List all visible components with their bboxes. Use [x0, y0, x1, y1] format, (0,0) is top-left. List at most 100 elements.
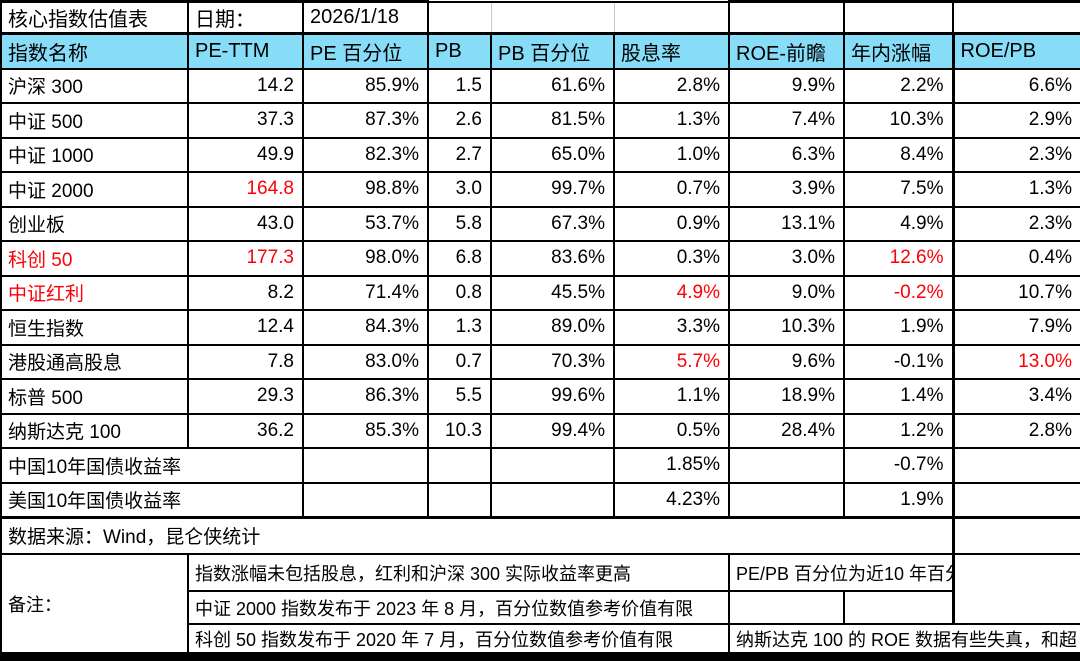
value-cell[interactable]: 0.5%	[613, 412, 730, 449]
value-cell[interactable]: 43.0	[187, 205, 304, 242]
col-header-roe-pb[interactable]: ROE/PB	[951, 32, 1080, 70]
value-cell[interactable]: 18.9%	[728, 378, 845, 415]
value-cell[interactable]: 28.4%	[728, 412, 845, 449]
value-cell[interactable]: 10.3%	[843, 102, 954, 139]
value-cell[interactable]: 3.0%	[728, 240, 845, 277]
empty-cell[interactable]	[728, 0, 845, 35]
value-cell[interactable]: 36.2	[187, 412, 304, 449]
value-cell[interactable]: 1.9%	[843, 309, 954, 346]
index-name-cell[interactable]: 沪深 300	[0, 67, 189, 104]
value-cell[interactable]: 1.3	[427, 309, 492, 346]
index-name-cell[interactable]: 中证 1000	[0, 136, 189, 173]
value-cell[interactable]: 4.9%	[843, 205, 954, 242]
value-cell[interactable]: 7.9%	[951, 309, 1080, 346]
value-cell[interactable]: 81.5%	[490, 102, 615, 139]
value-cell[interactable]: -0.1%	[843, 343, 954, 380]
value-cell[interactable]: 1.3%	[951, 171, 1080, 208]
notes-label-cell[interactable]: 备注：	[0, 553, 189, 654]
value-cell[interactable]: 99.4%	[490, 412, 615, 449]
value-cell[interactable]: 29.3	[187, 378, 304, 415]
value-cell[interactable]: 7.4%	[728, 102, 845, 139]
note-cell[interactable]: 中证 2000 指数发布于 2023 年 8 月，百分位数值参考价值有限	[187, 590, 730, 625]
value-cell[interactable]	[951, 447, 1080, 484]
value-cell[interactable]: 49.9	[187, 136, 304, 173]
value-cell[interactable]: 10.7%	[951, 274, 1080, 311]
value-cell[interactable]: 2.6	[427, 102, 492, 139]
empty-cell[interactable]	[843, 590, 954, 625]
value-cell[interactable]: 86.3%	[302, 378, 429, 415]
value-cell[interactable]: 4.9%	[613, 274, 730, 311]
value-cell[interactable]: 0.3%	[613, 240, 730, 277]
value-cell[interactable]: 7.5%	[843, 171, 954, 208]
value-cell[interactable]: 87.3%	[302, 102, 429, 139]
value-cell[interactable]: 9.6%	[728, 343, 845, 380]
value-cell[interactable]: 1.4%	[843, 378, 954, 415]
value-cell[interactable]: 2.7	[427, 136, 492, 173]
value-cell[interactable]: 2.8%	[951, 412, 1080, 449]
index-name-cell[interactable]: 标普 500	[0, 378, 189, 415]
empty-cell[interactable]	[843, 0, 954, 35]
value-cell[interactable]	[951, 481, 1080, 518]
empty-cell[interactable]	[728, 590, 845, 625]
value-cell[interactable]: 4.23%	[613, 481, 730, 518]
value-cell[interactable]: 5.7%	[613, 343, 730, 380]
value-cell[interactable]: 83.6%	[490, 240, 615, 277]
empty-cell[interactable]	[951, 553, 1080, 625]
empty-cell[interactable]	[952, 0, 1080, 35]
value-cell[interactable]: 0.9%	[613, 205, 730, 242]
value-cell[interactable]: 8.4%	[843, 136, 954, 173]
value-cell[interactable]: 82.3%	[302, 136, 429, 173]
value-cell[interactable]: 9.9%	[728, 67, 845, 104]
value-cell[interactable]: 37.3	[187, 102, 304, 139]
value-cell[interactable]	[302, 481, 429, 518]
value-cell[interactable]: 67.3%	[490, 205, 615, 242]
col-header-pe-ttm[interactable]: PE-TTM	[187, 32, 304, 70]
col-header-pb-pct[interactable]: PB 百分位	[490, 32, 615, 70]
value-cell[interactable]: 65.0%	[490, 136, 615, 173]
empty-cell[interactable]	[951, 515, 1080, 555]
value-cell[interactable]: -0.7%	[843, 447, 954, 484]
value-cell[interactable]: 1.3%	[613, 102, 730, 139]
value-cell[interactable]: 3.9%	[728, 171, 845, 208]
value-cell[interactable]: 13.1%	[728, 205, 845, 242]
col-header-index-name[interactable]: 指数名称	[0, 32, 189, 70]
value-cell[interactable]: 6.8	[427, 240, 492, 277]
value-cell[interactable]: 177.3	[187, 240, 304, 277]
value-cell[interactable]: 2.3%	[951, 205, 1080, 242]
value-cell[interactable]: 12.4	[187, 309, 304, 346]
empty-cell[interactable]	[427, 0, 492, 35]
value-cell[interactable]: 1.2%	[843, 412, 954, 449]
index-name-cell[interactable]: 中证 500	[0, 102, 189, 139]
value-cell[interactable]: 9.0%	[728, 274, 845, 311]
col-header-dividend[interactable]: 股息率	[613, 32, 730, 70]
value-cell[interactable]: 2.8%	[613, 67, 730, 104]
value-cell[interactable]: 99.6%	[490, 378, 615, 415]
value-cell[interactable]: 1.1%	[613, 378, 730, 415]
index-name-cell[interactable]: 美国10年国债收益率	[0, 481, 304, 518]
value-cell[interactable]: 164.8	[187, 171, 304, 208]
value-cell[interactable]: 0.4%	[951, 240, 1080, 277]
value-cell[interactable]: 14.2	[187, 67, 304, 104]
value-cell[interactable]: 1.5	[427, 67, 492, 104]
index-name-cell[interactable]: 中证红利	[0, 274, 189, 311]
empty-cell[interactable]	[613, 0, 730, 35]
value-cell[interactable]: 5.5	[427, 378, 492, 415]
value-cell[interactable]: 10.3	[427, 412, 492, 449]
value-cell[interactable]: 1.9%	[843, 481, 954, 518]
value-cell[interactable]: 89.0%	[490, 309, 615, 346]
value-cell[interactable]: 3.3%	[613, 309, 730, 346]
index-name-cell[interactable]: 恒生指数	[0, 309, 189, 346]
value-cell[interactable]: 85.9%	[302, 67, 429, 104]
value-cell[interactable]: 7.8	[187, 343, 304, 380]
value-cell[interactable]	[302, 447, 429, 484]
index-name-cell[interactable]: 科创 50	[0, 240, 189, 277]
value-cell[interactable]: 12.6%	[843, 240, 954, 277]
value-cell[interactable]: 5.8	[427, 205, 492, 242]
value-cell[interactable]	[427, 481, 492, 518]
date-label-cell[interactable]: 日期：	[187, 0, 304, 35]
index-name-cell[interactable]: 创业板	[0, 205, 189, 242]
value-cell[interactable]: 53.7%	[302, 205, 429, 242]
value-cell[interactable]: 85.3%	[302, 412, 429, 449]
note-cell[interactable]: 科创 50 指数发布于 2020 年 7 月，百分位数值参考价值有限	[187, 623, 730, 654]
index-name-cell[interactable]: 纳斯达克 100	[0, 412, 189, 449]
